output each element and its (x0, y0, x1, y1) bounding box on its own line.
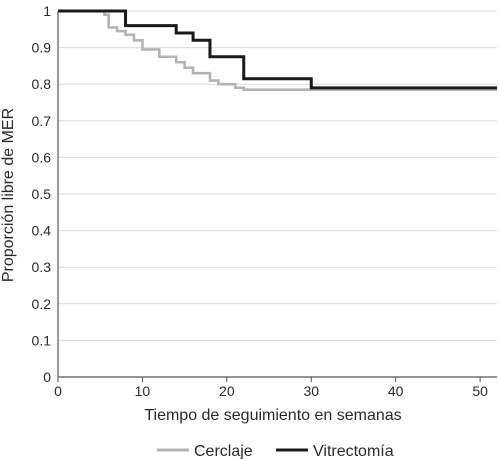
axes (57, 11, 497, 378)
legend: Cerclaje Vitrectomía (157, 443, 394, 459)
y-tick-label: 0.8 (32, 76, 52, 92)
series-lines (58, 9, 497, 91)
y-tick-label: 0.2 (32, 296, 52, 312)
x-tick-label: 30 (303, 383, 319, 399)
x-axis-title: Tiempo de seguimiento en semanas (144, 407, 401, 424)
y-tick-label: 0.3 (32, 259, 52, 275)
x-tick-label: 10 (135, 383, 151, 399)
y-tick-label: 1 (43, 3, 51, 19)
x-tick-label: 20 (219, 383, 235, 399)
x-tick-label: 0 (54, 383, 62, 399)
y-tick-label: 0.7 (32, 113, 52, 129)
y-tick-label: 0.5 (32, 186, 52, 202)
legend-label-cerclaje: Cerclaje (194, 443, 253, 459)
y-tick-label: 0.6 (32, 149, 52, 165)
y-tick-label: 0.9 (32, 40, 52, 56)
legend-label-vitrectomia: Vitrectomía (313, 443, 394, 459)
series-line-vitrectomia (58, 9, 497, 90)
x-tick-labels: 0 10 20 30 40 50 (54, 377, 488, 399)
gridlines (58, 10, 497, 341)
x-tick-label: 50 (472, 383, 488, 399)
x-tick-label: 40 (388, 383, 404, 399)
y-tick-label: 0.4 (32, 223, 52, 239)
y-tick-label: 0 (43, 369, 51, 385)
series-line-cerclaje (58, 9, 497, 91)
y-axis-title: Proporción libre de MER (0, 108, 17, 282)
y-tick-labels: 0 0.1 0.2 0.3 0.4 0.5 0.6 0.7 0.8 0.9 1 (32, 3, 52, 385)
y-tick-label: 0.1 (32, 332, 52, 348)
